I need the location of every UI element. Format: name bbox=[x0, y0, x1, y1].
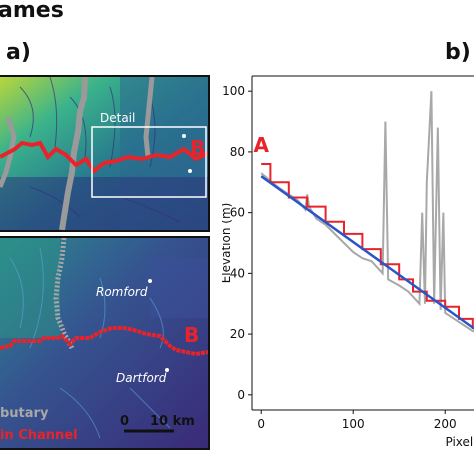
y-tick-label: 40 bbox=[230, 266, 245, 280]
x-tick-label: 200 bbox=[434, 417, 457, 431]
detail-box bbox=[91, 126, 207, 198]
x-tick-label: 100 bbox=[342, 417, 365, 431]
y-tick-label: 100 bbox=[222, 84, 245, 98]
legend-main-channel: in Channel bbox=[0, 428, 78, 443]
place-dartford: Dartford bbox=[116, 371, 167, 385]
detail-map: Romford Dartford B butary in Channel 0 1… bbox=[0, 236, 210, 450]
legend-tributary: butary bbox=[0, 406, 49, 421]
overview-map: Detail B bbox=[0, 75, 210, 232]
series-step-line bbox=[261, 163, 474, 330]
point-b-label-bottom: B bbox=[184, 323, 200, 347]
detail-label: Detail bbox=[100, 111, 136, 125]
series-spiky-line bbox=[260, 91, 474, 333]
panel-a-label: a) bbox=[6, 40, 31, 65]
y-tick-label: 80 bbox=[230, 145, 245, 159]
x-tick-label: 0 bbox=[257, 417, 265, 431]
x-axis-label: Pixel no bbox=[445, 435, 474, 449]
annotation-a: A bbox=[253, 133, 269, 157]
series-fit-line bbox=[260, 175, 474, 330]
y-tick-label: 0 bbox=[237, 388, 245, 402]
y-axis-label: Elevation (m) bbox=[222, 203, 233, 284]
figure-title: ames bbox=[0, 0, 64, 23]
place-romford: Romford bbox=[96, 285, 148, 299]
scalebar-zero: 0 bbox=[120, 414, 130, 429]
elevation-chart: 0 20 40 60 80 100 0 100 200 Elevation (m) Pixel no… bbox=[219, 60, 474, 470]
point-b-label-top: B bbox=[190, 136, 206, 160]
y-tick-label: 60 bbox=[230, 206, 245, 220]
scalebar-distance: 10 km bbox=[150, 414, 195, 429]
y-tick-label: 20 bbox=[230, 327, 245, 341]
panel-b-label: b) bbox=[445, 40, 471, 65]
